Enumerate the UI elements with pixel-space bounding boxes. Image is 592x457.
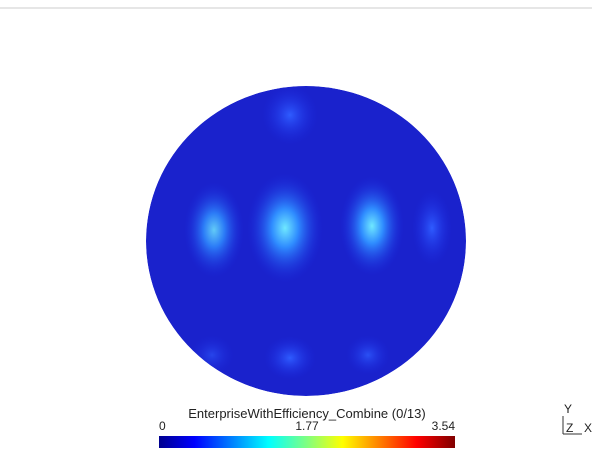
axis-label: Z: [566, 421, 573, 435]
colorbar-tick-label: 3.54: [432, 419, 456, 433]
axis-label: X: [584, 421, 592, 435]
colorbar-tick-label: 1.77: [295, 419, 319, 433]
wafer-map: [146, 86, 466, 396]
colorbar-title: EnterpriseWithEfficiency_Combine (0/13): [188, 406, 425, 421]
colorbar-ticks: 0 1.77 3.54: [159, 419, 455, 433]
colorbar: [159, 436, 455, 448]
axis-label: Y: [564, 402, 572, 416]
axis-triad: Y Z X: [562, 402, 592, 435]
colorbar-tick-label: 0: [159, 419, 166, 433]
